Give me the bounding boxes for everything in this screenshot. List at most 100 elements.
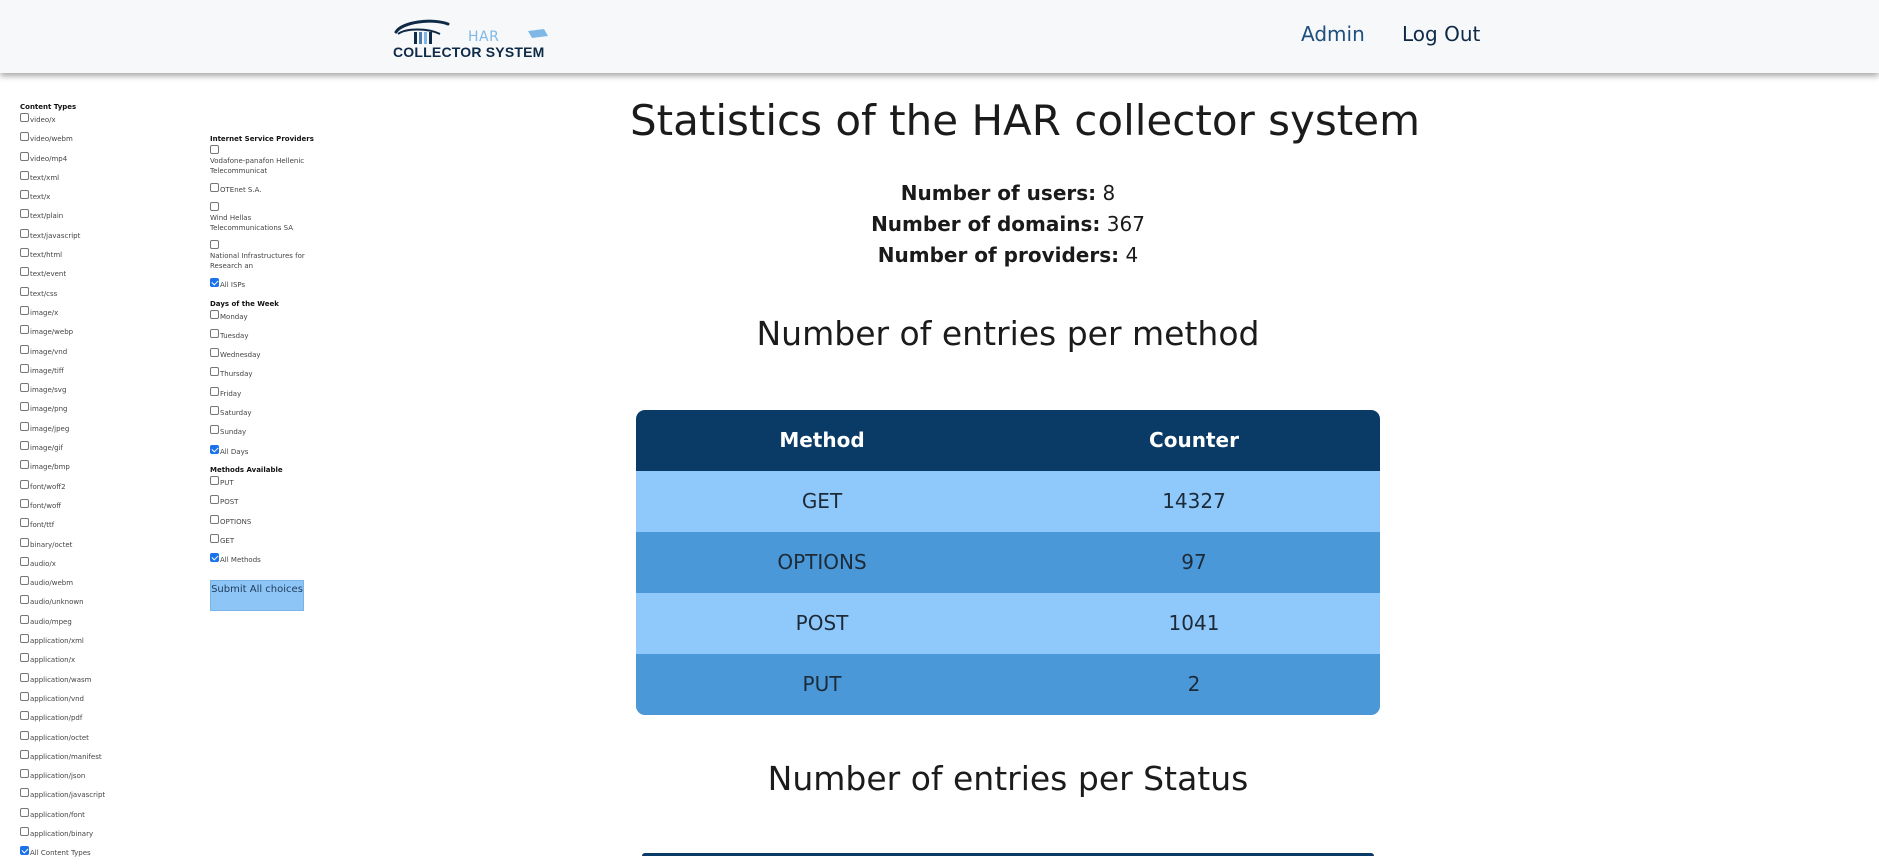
admin-link[interactable]: Admin <box>1301 22 1365 46</box>
day-option[interactable]: Tuesday <box>210 328 320 348</box>
day-option[interactable]: Wednesday <box>210 348 320 367</box>
content-type-option[interactable]: video/x <box>20 113 170 132</box>
checkbox[interactable] <box>210 444 219 454</box>
day-option[interactable]: Sunday <box>210 425 320 444</box>
content-type-option[interactable]: All Content Types <box>20 846 170 865</box>
checkbox[interactable] <box>210 309 219 319</box>
checkbox[interactable] <box>20 267 29 277</box>
isp-option[interactable]: OTEnet S.A. <box>210 183 320 202</box>
checkbox[interactable] <box>20 788 29 798</box>
content-type-option[interactable]: application/font <box>20 807 170 827</box>
checkbox[interactable] <box>20 228 29 238</box>
content-type-option[interactable]: text/xml <box>20 170 170 190</box>
content-type-option[interactable]: video/mp4 <box>20 151 170 171</box>
content-type-option[interactable]: image/bmp <box>20 460 170 479</box>
checkbox[interactable] <box>20 190 29 200</box>
checkbox[interactable] <box>210 145 219 154</box>
content-type-option[interactable]: application/manifest <box>20 749 170 769</box>
method-filter-option[interactable]: All Methods <box>210 553 320 572</box>
method-filter-option[interactable]: POST <box>210 495 320 514</box>
checkbox[interactable] <box>20 479 29 489</box>
checkbox[interactable] <box>20 826 29 836</box>
content-type-option[interactable]: image/gif <box>20 441 170 460</box>
checkbox[interactable] <box>20 614 29 624</box>
content-type-option[interactable]: image/png <box>20 402 170 421</box>
checkbox[interactable] <box>20 807 29 817</box>
content-type-option[interactable]: image/x <box>20 305 170 325</box>
content-type-option[interactable]: text/event <box>20 267 170 286</box>
checkbox[interactable] <box>20 344 29 354</box>
content-type-option[interactable]: application/x <box>20 653 170 672</box>
checkbox[interactable] <box>20 846 29 856</box>
content-type-option[interactable]: font/woff2 <box>20 479 170 499</box>
content-type-option[interactable]: text/javascript <box>20 228 170 248</box>
checkbox[interactable] <box>20 305 29 315</box>
checkbox[interactable] <box>210 367 219 377</box>
isp-option[interactable]: National Infrastructures for Research an <box>210 240 320 278</box>
checkbox[interactable] <box>210 328 219 338</box>
checkbox[interactable] <box>20 518 29 528</box>
checkbox[interactable] <box>210 240 219 250</box>
checkbox[interactable] <box>20 730 29 740</box>
checkbox[interactable] <box>20 325 29 335</box>
checkbox[interactable] <box>20 402 29 412</box>
day-option[interactable]: All Days <box>210 444 320 464</box>
checkbox[interactable] <box>210 202 219 212</box>
checkbox[interactable] <box>210 425 219 435</box>
content-type-option[interactable]: application/octet <box>20 730 170 750</box>
checkbox[interactable] <box>20 132 29 142</box>
checkbox[interactable] <box>20 248 29 258</box>
content-type-option[interactable]: image/svg <box>20 383 170 402</box>
logout-link[interactable]: Log Out <box>1402 22 1481 46</box>
checkbox[interactable] <box>20 749 29 759</box>
checkbox[interactable] <box>210 386 219 396</box>
content-type-option[interactable]: application/pdf <box>20 711 170 730</box>
content-type-option[interactable]: image/tiff <box>20 363 170 383</box>
checkbox[interactable] <box>20 711 29 721</box>
content-type-option[interactable]: image/vnd <box>20 344 170 364</box>
har-collector-logo[interactable]: HAR COLLECTOR SYSTEM <box>392 14 554 62</box>
checkbox[interactable] <box>20 460 29 470</box>
checkbox[interactable] <box>20 113 29 122</box>
content-type-option[interactable]: application/xml <box>20 634 170 653</box>
checkbox[interactable] <box>20 421 29 431</box>
checkbox[interactable] <box>210 406 219 416</box>
checkbox[interactable] <box>20 151 29 161</box>
content-type-option[interactable]: audio/unknown <box>20 595 170 614</box>
content-type-option[interactable]: audio/x <box>20 556 170 576</box>
day-option[interactable]: Friday <box>210 386 320 406</box>
checkbox[interactable] <box>20 672 29 682</box>
content-type-option[interactable]: font/woff <box>20 498 170 518</box>
checkbox[interactable] <box>20 769 29 779</box>
content-type-option[interactable]: text/plain <box>20 209 170 228</box>
checkbox[interactable] <box>20 286 29 296</box>
content-type-option[interactable]: text/html <box>20 248 170 267</box>
isp-option[interactable]: Vodafone-panafon Hellenic Telecommunicat <box>210 145 320 183</box>
method-filter-option[interactable]: GET <box>210 533 320 553</box>
checkbox[interactable] <box>20 170 29 180</box>
checkbox[interactable] <box>20 576 29 586</box>
checkbox[interactable] <box>210 533 219 543</box>
checkbox[interactable] <box>20 691 29 701</box>
isp-option[interactable]: All ISPs <box>210 278 320 297</box>
checkbox[interactable] <box>210 348 219 358</box>
checkbox[interactable] <box>20 498 29 508</box>
checkbox[interactable] <box>20 363 29 373</box>
checkbox[interactable] <box>20 556 29 566</box>
content-type-option[interactable]: application/json <box>20 769 170 788</box>
day-option[interactable]: Monday <box>210 309 320 329</box>
content-type-option[interactable]: video/webm <box>20 132 170 151</box>
content-type-option[interactable]: application/vnd <box>20 691 170 711</box>
checkbox[interactable] <box>210 278 219 288</box>
content-type-option[interactable]: binary/octet <box>20 537 170 557</box>
content-type-option[interactable]: text/x <box>20 190 170 209</box>
checkbox[interactable] <box>20 209 29 219</box>
content-type-option[interactable]: font/ttf <box>20 518 170 537</box>
checkbox[interactable] <box>20 383 29 393</box>
checkbox[interactable] <box>210 514 219 524</box>
checkbox[interactable] <box>20 653 29 663</box>
method-filter-option[interactable]: PUT <box>210 475 320 495</box>
content-type-option[interactable]: application/wasm <box>20 672 170 692</box>
checkbox[interactable] <box>210 183 219 192</box>
checkbox[interactable] <box>20 537 29 547</box>
